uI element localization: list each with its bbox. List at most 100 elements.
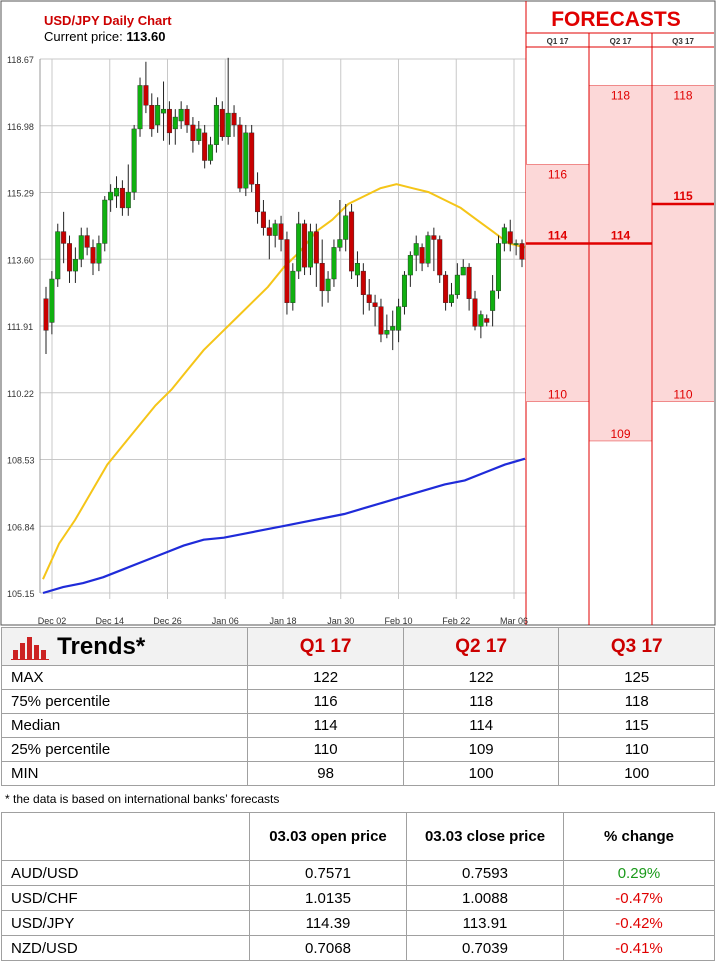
row-value: 100 xyxy=(558,761,715,786)
candle-body xyxy=(478,314,484,327)
fx-header-close: 03.03 close price xyxy=(406,812,564,861)
fx-header-row: 03.03 open price 03.03 close price % cha… xyxy=(1,812,715,861)
row-value: 122 xyxy=(402,665,560,690)
row-label: MAX xyxy=(0,665,249,690)
candle-body xyxy=(407,255,413,276)
y-tick-label: 113.60 xyxy=(7,255,34,265)
fx-row: USD/CHF 1.0135 1.0088 -0.47% xyxy=(1,885,715,911)
candle-body xyxy=(401,274,407,307)
candle-body xyxy=(55,231,61,280)
fx-pair: AUD/USD xyxy=(1,860,250,886)
trends-row: MAX 122 122 125 xyxy=(0,665,715,690)
row-value: 118 xyxy=(402,689,560,714)
candle-body xyxy=(67,243,73,272)
fx-header-change: % change xyxy=(563,812,715,861)
candle-body xyxy=(278,223,284,240)
trends-header-row: Trends* Q1 17 Q2 17 Q3 17 xyxy=(0,627,715,666)
candle-body xyxy=(443,274,449,303)
forecast-band xyxy=(589,85,652,441)
forecast-median-label: 115 xyxy=(673,189,693,203)
trends-title: Trends* xyxy=(57,632,146,660)
x-tick-label: Dec 26 xyxy=(153,616,182,626)
trends-row: Median 114 114 115 xyxy=(0,713,715,738)
candle-body xyxy=(490,290,496,311)
row-value: 110 xyxy=(247,737,404,762)
candle-body xyxy=(61,231,67,244)
current-price: Current price: 113.60 xyxy=(44,29,165,44)
candle-body xyxy=(237,124,243,189)
candle-body xyxy=(108,191,114,201)
forecast-band xyxy=(652,85,714,402)
y-axis-labels: 118.67 116.98 115.29 113.60 111.91 110.22 108.… xyxy=(7,55,35,599)
forecast-max-label: 118 xyxy=(673,88,692,102)
candle-body xyxy=(284,239,290,303)
fx-header-blank xyxy=(1,812,250,861)
candle-body xyxy=(131,128,137,193)
candle-body xyxy=(390,326,396,331)
candle-body xyxy=(84,235,90,248)
trends-row: 75% percentile 116 118 118 xyxy=(0,689,715,714)
candle-body xyxy=(413,243,419,256)
fx-change: 0.29% xyxy=(563,860,715,886)
candle-body xyxy=(219,108,225,138)
candle-body xyxy=(114,187,120,197)
row-value: 114 xyxy=(402,713,560,738)
row-value: 98 xyxy=(247,761,404,786)
usdjpy-chart: Q1 17 116 110 114 Q2 17 118 109 114 Q3 17 118 110 1… xyxy=(0,0,716,626)
candle-body xyxy=(507,231,513,244)
candle-body xyxy=(419,247,425,264)
candle-body xyxy=(155,105,161,126)
candle-body xyxy=(231,112,237,126)
candle-body xyxy=(360,270,366,295)
trends-table: Trends* Q1 17 Q2 17 Q3 17 MAX 122 122 125 7… xyxy=(0,627,715,786)
candle-body xyxy=(448,294,454,303)
candle-body xyxy=(119,187,125,209)
x-tick-label: Jan 18 xyxy=(269,616,296,626)
chart-title: USD/JPY Daily Chart xyxy=(44,13,172,28)
y-tick-label: 116.98 xyxy=(7,122,34,132)
row-value: 115 xyxy=(558,713,715,738)
candle-body xyxy=(125,191,131,209)
candle-body xyxy=(149,105,155,130)
sma50-line xyxy=(42,183,526,580)
row-label: Median xyxy=(0,713,249,738)
candle-body xyxy=(137,85,143,130)
fx-pair: USD/CHF xyxy=(1,885,250,911)
fx-open: 0.7571 xyxy=(249,860,407,886)
forecast-median-label: 114 xyxy=(611,228,631,242)
candle-body xyxy=(213,105,219,145)
row-value: 100 xyxy=(402,761,560,786)
fx-pair: USD/JPY xyxy=(1,910,250,936)
y-tick-label: 118.67 xyxy=(7,55,34,65)
x-tick-label: Mar 06 xyxy=(500,616,528,626)
candle-body xyxy=(384,330,390,335)
candle-body xyxy=(484,318,490,323)
candle-body xyxy=(319,262,325,292)
candle-body xyxy=(143,85,149,106)
candle-body xyxy=(302,223,308,268)
y-tick-label: 110.22 xyxy=(7,389,34,399)
candle-body xyxy=(519,243,525,260)
candle-body xyxy=(325,278,331,292)
candle-body xyxy=(225,112,231,138)
x-tick-label: Dec 02 xyxy=(38,616,67,626)
candle-body xyxy=(343,215,349,240)
candles xyxy=(43,57,525,355)
y-tick-label: 105.15 xyxy=(7,589,35,599)
candle-body xyxy=(313,231,319,264)
x-tick-label: Jan 06 xyxy=(212,616,239,626)
row-value: 110 xyxy=(558,737,715,762)
candle-body xyxy=(202,132,208,161)
candle-body xyxy=(437,239,443,276)
fx-close: 1.0088 xyxy=(406,885,564,911)
candle-body xyxy=(366,294,372,303)
trends-col-q3: Q3 17 xyxy=(558,627,715,666)
fx-pair: NZD/USD xyxy=(1,935,250,961)
row-value: 122 xyxy=(247,665,404,690)
candle-body xyxy=(513,243,519,245)
bar-chart-icon xyxy=(11,636,49,660)
candle-body xyxy=(272,223,278,236)
y-tick-label: 108.53 xyxy=(7,456,35,466)
candle-body xyxy=(425,235,431,264)
trends-col-q2: Q2 17 xyxy=(402,627,560,666)
